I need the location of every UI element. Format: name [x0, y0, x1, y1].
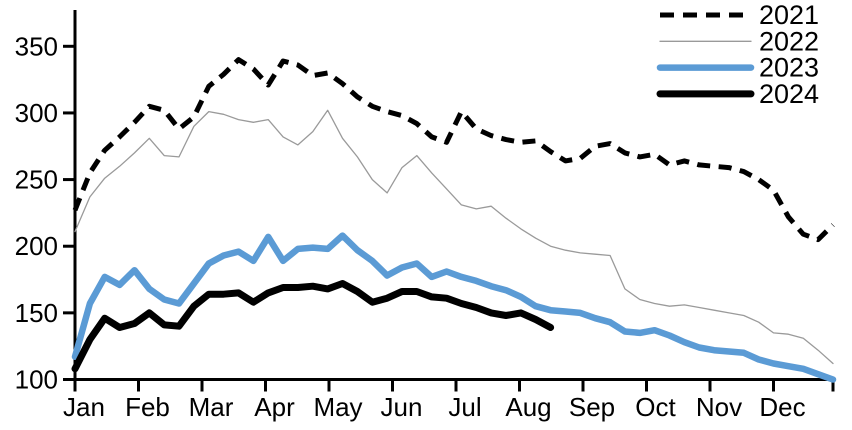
series-line-2022	[74, 109, 834, 365]
series-line-2024	[71, 280, 555, 373]
x-tick-label: Sep	[569, 392, 615, 422]
x-tick-label: Jan	[63, 392, 105, 422]
series-line-2023	[71, 232, 837, 383]
y-tick-label: 200	[15, 231, 58, 261]
legend-label-2021: 2021	[759, 0, 819, 30]
x-tick-label: Aug	[505, 392, 551, 422]
x-tick-label: Jul	[448, 392, 481, 422]
x-tick-label: Oct	[635, 392, 676, 422]
x-tick-label: Feb	[125, 392, 170, 422]
x-tick-label: Apr	[254, 392, 295, 422]
x-tick-label: May	[313, 392, 362, 422]
legend-label-2024: 2024	[759, 79, 819, 109]
y-tick-label: 100	[15, 365, 58, 395]
y-tick-label: 350	[15, 31, 58, 61]
legend-label-2023: 2023	[759, 53, 819, 83]
x-tick-label: Dec	[759, 392, 805, 422]
x-tick-label: Jun	[381, 392, 423, 422]
legend-label-2022: 2022	[759, 26, 819, 56]
y-tick-label: 250	[15, 165, 58, 195]
y-tick-label: 150	[15, 298, 58, 328]
x-tick-label: Mar	[189, 392, 234, 422]
x-tick-label: Nov	[696, 392, 742, 422]
y-tick-label: 300	[15, 98, 58, 128]
series-line-2021	[72, 57, 835, 243]
